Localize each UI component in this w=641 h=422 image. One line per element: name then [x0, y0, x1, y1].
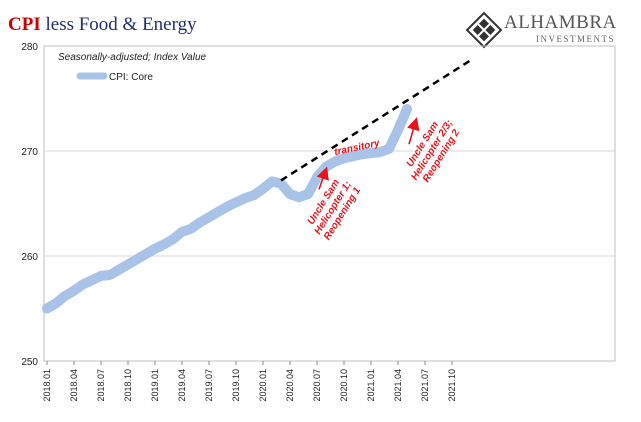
legend-label: CPI: Core: [109, 72, 153, 83]
x-tick-label: 2021.01: [366, 369, 376, 402]
y-tick-label: 280: [21, 42, 38, 53]
chart-title: CPI less Food & Energy: [8, 14, 197, 36]
x-tick-label: 2019.07: [204, 369, 214, 402]
x-tick-label: 2020.10: [339, 369, 349, 402]
y-axis: 250 260 270 280: [21, 42, 38, 368]
x-tick-label: 2020.01: [258, 369, 268, 402]
plot-frame: [43, 45, 616, 362]
annotation-2: Uncle SamHelicopter 2/3;Reopening 2: [400, 112, 465, 188]
annotation-arrow: [316, 166, 329, 190]
legend: CPI: Core: [76, 72, 153, 83]
title-cpi: CPI: [8, 14, 41, 35]
logo-tagline: INVESTMENTS: [536, 34, 615, 44]
x-tick-label: 2020.04: [285, 369, 295, 402]
x-tick-label: 2019.04: [177, 369, 187, 402]
annotation-arrow: [407, 117, 420, 145]
series-layer: [42, 104, 412, 314]
annotation-text: Uncle SamHelicopter 2/3;Reopening 2: [400, 112, 465, 188]
x-tick-label: 2020.07: [312, 369, 322, 402]
y-tick-label: 270: [21, 147, 38, 158]
series-line-0: [42, 104, 412, 314]
x-tick-label: 2018.10: [123, 369, 133, 402]
diamond-logo-icon: [466, 11, 502, 49]
x-tick-label: 2018.04: [69, 369, 79, 402]
title-rest: less Food & Energy: [40, 14, 197, 35]
x-tick-label: 2018.01: [42, 369, 52, 402]
trend-line: [280, 59, 471, 182]
chart-subtitle: Seasonally-adjusted; Index Value: [58, 52, 207, 63]
y-tick-label: 250: [21, 357, 38, 368]
x-tick-label: 2019.01: [150, 369, 160, 402]
x-tick-label: 2021.04: [393, 369, 403, 402]
alhambra-logo: ALHAMBRA INVESTMENTS: [466, 10, 636, 50]
x-tick-label: 2019.10: [231, 369, 241, 402]
x-tick-label: 2018.07: [96, 369, 106, 402]
x-axis: 2018.01 2018.04 2018.07 2018.10 2019.01 2019.…: [42, 361, 457, 402]
trend-layer: [280, 59, 471, 182]
logo-name: ALHAMBRA: [504, 12, 617, 33]
x-tick-label: 2021.10: [447, 369, 457, 402]
x-tick-label: 2021.07: [420, 369, 430, 402]
y-tick-label: 260: [21, 252, 38, 263]
